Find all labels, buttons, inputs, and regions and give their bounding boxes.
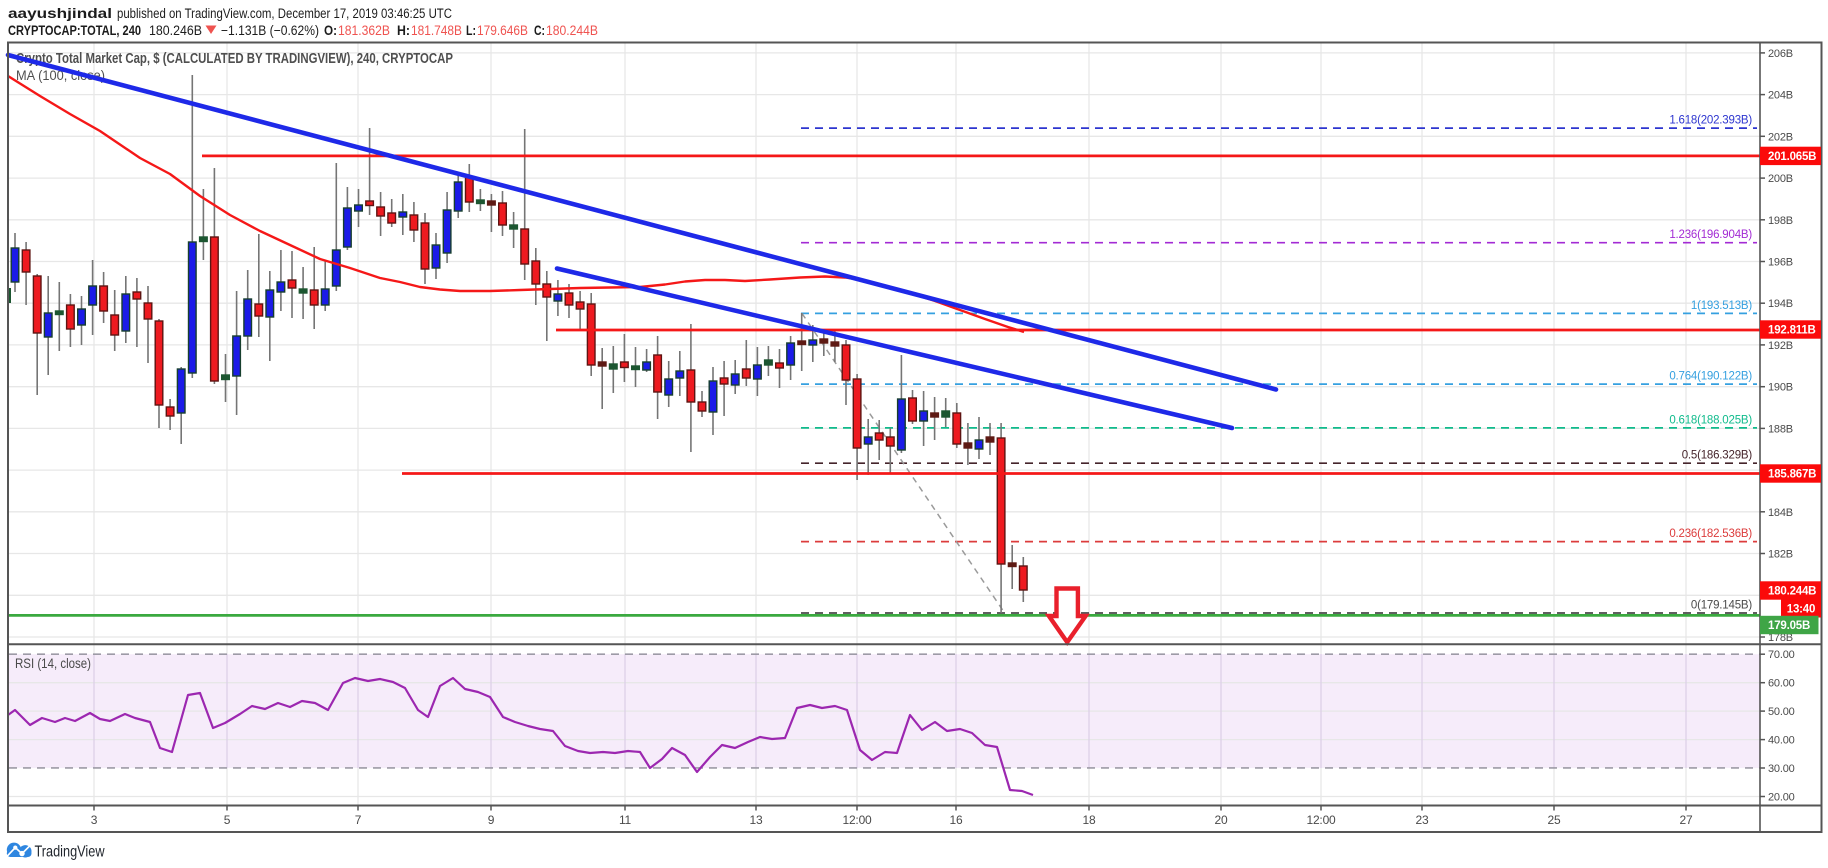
svg-text:0.618(188.025B): 0.618(188.025B): [1669, 414, 1752, 426]
svg-text:0.764(190.122B): 0.764(190.122B): [1669, 371, 1752, 383]
svg-text:11: 11: [619, 813, 632, 827]
svg-text:185.867B: 185.867B: [1768, 469, 1816, 481]
svg-text:published on TradingView.com,: published on TradingView.com, December 1…: [117, 6, 452, 21]
svg-text:16: 16: [950, 813, 963, 827]
svg-text:12:00: 12:00: [1306, 813, 1336, 827]
svg-text:178B: 178B: [1768, 632, 1793, 644]
svg-text:27: 27: [1680, 813, 1693, 827]
svg-text:TradingView: TradingView: [35, 844, 105, 861]
svg-text:206B: 206B: [1768, 48, 1793, 60]
svg-text:7: 7: [355, 813, 362, 827]
svg-text:182B: 182B: [1768, 549, 1793, 561]
svg-text:O:: O:: [324, 23, 337, 38]
svg-text:180.246B: 180.246B: [149, 23, 202, 38]
svg-text:1.236(196.904B): 1.236(196.904B): [1669, 229, 1752, 241]
svg-text:181.748B: 181.748B: [411, 23, 462, 38]
svg-text:0(179.145B): 0(179.145B): [1691, 600, 1752, 612]
svg-text:50.00: 50.00: [1768, 706, 1795, 718]
svg-text:201.065B: 201.065B: [1768, 151, 1816, 163]
svg-text:CRYPTOCAP:TOTAL, 240: CRYPTOCAP:TOTAL, 240: [8, 23, 141, 38]
svg-text:3: 3: [91, 813, 98, 827]
svg-text:20: 20: [1215, 813, 1228, 827]
svg-text:198B: 198B: [1768, 215, 1793, 227]
svg-text:1.618(202.393B): 1.618(202.393B): [1669, 115, 1752, 127]
svg-text:RSI (14, close): RSI (14, close): [15, 656, 91, 671]
svg-text:200B: 200B: [1768, 173, 1793, 185]
svg-text:0.236(182.536B): 0.236(182.536B): [1669, 528, 1752, 540]
svg-text:−1.131B (−0.62%): −1.131B (−0.62%): [221, 23, 319, 38]
svg-text:5: 5: [224, 813, 231, 827]
svg-text:20.00: 20.00: [1768, 792, 1795, 804]
svg-text:194B: 194B: [1768, 298, 1793, 310]
svg-text:1(193.513B): 1(193.513B): [1691, 300, 1752, 312]
svg-text:204B: 204B: [1768, 90, 1793, 102]
svg-text:13:40: 13:40: [1787, 604, 1815, 616]
svg-text:179.05B: 179.05B: [1768, 620, 1810, 632]
svg-text:60.00: 60.00: [1768, 678, 1795, 690]
svg-text:181.362B: 181.362B: [338, 23, 390, 38]
svg-text:202B: 202B: [1768, 131, 1793, 143]
svg-text:13: 13: [750, 813, 763, 827]
svg-text:192B: 192B: [1768, 340, 1793, 352]
svg-text:192.811B: 192.811B: [1768, 325, 1816, 337]
svg-text:179.646B: 179.646B: [477, 23, 528, 38]
svg-text:C:: C:: [534, 23, 545, 38]
svg-text:184B: 184B: [1768, 507, 1793, 519]
svg-text:180.244B: 180.244B: [546, 23, 598, 38]
svg-text:40.00: 40.00: [1768, 735, 1795, 747]
svg-text:H:: H:: [397, 23, 410, 38]
svg-text:9: 9: [488, 813, 495, 827]
svg-text:196B: 196B: [1768, 257, 1793, 269]
svg-text:25: 25: [1548, 813, 1561, 827]
svg-text:12:00: 12:00: [842, 813, 872, 827]
svg-text:180.244B: 180.244B: [1768, 586, 1816, 598]
svg-text:18: 18: [1083, 813, 1096, 827]
svg-text:Crypto Total Market Cap, $ (CA: Crypto Total Market Cap, $ (CALCULATED B…: [16, 51, 453, 67]
svg-text:23: 23: [1416, 813, 1429, 827]
svg-text:MA (100, close): MA (100, close): [16, 68, 105, 83]
svg-text:L:: L:: [466, 23, 476, 38]
svg-text:30.00: 30.00: [1768, 763, 1795, 775]
svg-text:0.5(186.329B): 0.5(186.329B): [1682, 450, 1753, 462]
svg-text:aayushjindal: aayushjindal: [8, 6, 112, 21]
svg-text:70.00: 70.00: [1768, 649, 1795, 661]
svg-text:188B: 188B: [1768, 423, 1793, 435]
svg-text:190B: 190B: [1768, 382, 1793, 394]
